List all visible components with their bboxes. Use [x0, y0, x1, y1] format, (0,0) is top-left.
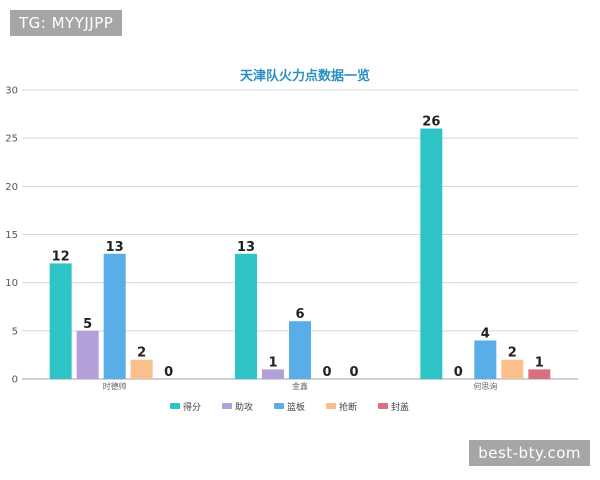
- chart-title: 天津队火力点数据一览: [240, 68, 370, 84]
- legend-swatch: [170, 403, 180, 409]
- bar-1-3: [103, 253, 126, 379]
- y-tick-label: 10: [5, 278, 18, 289]
- y-tick-label: 5: [12, 326, 18, 337]
- watermark-top: TG: MYYJJPP: [10, 10, 123, 36]
- data-label: 0: [322, 365, 331, 380]
- y-tick-label: 20: [5, 182, 18, 193]
- data-label: 2: [508, 346, 517, 361]
- legend-item-label: 封盖: [391, 401, 409, 413]
- data-label: 26: [422, 115, 440, 130]
- legend-item-label: 篮板: [287, 401, 305, 413]
- watermark-bottom: best-bty.com: [469, 440, 590, 466]
- data-label: 12: [52, 249, 70, 264]
- data-label: 13: [106, 240, 124, 255]
- legend-swatch: [326, 403, 336, 409]
- data-label: 13: [237, 240, 255, 255]
- legend-item-label: 得分: [183, 401, 201, 413]
- bar-3-1: [420, 128, 443, 379]
- bar-3-5: [528, 369, 551, 379]
- data-label: 0: [164, 365, 173, 380]
- data-label: 5: [83, 317, 92, 332]
- data-labels: 12 5 13 2 0 时德帅 13 1 6 0 0 金鑫 26 0 4 2 1 何思询: [52, 115, 544, 391]
- data-label: 0: [349, 365, 358, 380]
- bar-3-4: [501, 359, 524, 379]
- data-label: 0: [454, 365, 463, 380]
- legend-swatch: [274, 403, 284, 409]
- x-category-label: 金鑫: [292, 381, 308, 391]
- bar-2-2: [262, 369, 284, 379]
- bar-2-3: [289, 321, 311, 379]
- data-label: 6: [295, 307, 304, 322]
- legend-swatch: [222, 403, 232, 409]
- legend-item-label: 助攻: [235, 401, 253, 413]
- bar-1-1: [49, 263, 72, 379]
- legend-swatch: [378, 403, 388, 409]
- bar-1-2: [76, 330, 99, 379]
- y-tick-label: 15: [5, 230, 18, 241]
- bars: [49, 128, 551, 379]
- y-tick-label: 30: [5, 86, 18, 97]
- data-label: 1: [268, 355, 277, 370]
- legend: 得分 助攻 篮板 抢断 封盖: [170, 401, 409, 413]
- x-category-label: 何思询: [473, 381, 497, 391]
- data-label: 1: [535, 355, 544, 370]
- bar-2-1: [235, 253, 257, 379]
- bar-1-4: [130, 359, 153, 379]
- data-label: 2: [137, 346, 146, 361]
- bar-3-3: [474, 340, 497, 379]
- x-category-label: 时德帅: [103, 381, 127, 391]
- data-label: 4: [481, 326, 490, 341]
- legend-item-label: 抢断: [339, 401, 357, 413]
- y-tick-label: 0: [12, 375, 18, 386]
- y-tick-label: 25: [5, 134, 18, 145]
